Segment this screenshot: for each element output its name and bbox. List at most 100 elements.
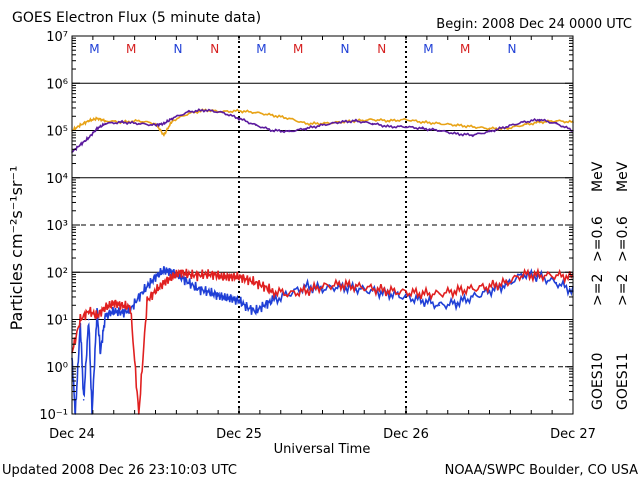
data-point — [221, 296, 224, 298]
data-point — [154, 124, 157, 126]
data-point — [82, 398, 85, 401]
data-point — [288, 117, 290, 120]
data-point — [171, 117, 173, 120]
data-point — [455, 124, 457, 126]
data-point — [555, 122, 558, 125]
y-tick-label: 10⁰ — [46, 361, 68, 376]
data-point — [196, 274, 199, 277]
data-point — [188, 273, 190, 276]
data-point — [188, 112, 190, 115]
data-point — [371, 287, 374, 290]
data-point — [405, 125, 407, 128]
data-point — [154, 276, 157, 278]
data-point — [288, 292, 290, 295]
gridlines — [72, 36, 573, 414]
y-tick-label: 10³ — [46, 219, 68, 234]
data-point — [121, 121, 123, 123]
legend-goes10-2mev: >=2 — [590, 274, 606, 306]
noon-midnight-marker: N — [210, 42, 219, 56]
data-point — [555, 281, 558, 284]
data-point — [246, 278, 249, 281]
chart-title: GOES Electron Flux (5 minute data) — [12, 10, 261, 26]
legend-goes11-06mev: >=0.6 — [615, 216, 631, 262]
data-point — [254, 281, 257, 284]
data-point — [288, 130, 290, 133]
noon-midnight-marker: N — [340, 42, 349, 56]
data-point — [99, 351, 102, 354]
data-point — [405, 296, 407, 298]
data-point — [146, 299, 148, 302]
plot-frame — [71, 35, 574, 415]
data-point — [213, 273, 215, 276]
data-point — [355, 120, 357, 122]
legend-goes10-label: GOES10 — [590, 353, 606, 410]
data-point — [355, 285, 357, 288]
data-point — [538, 274, 541, 277]
data-point — [263, 285, 265, 288]
data-point — [488, 127, 491, 130]
data-point — [271, 114, 274, 117]
y-tick-label: 10⁻¹ — [39, 408, 68, 423]
data-point — [421, 292, 424, 295]
data-point — [538, 118, 541, 121]
data-point — [87, 120, 90, 122]
legend-goes11-unit: MeV — [615, 161, 631, 192]
data-point — [405, 291, 407, 293]
y-tick-label: 10⁴ — [46, 172, 68, 187]
data-point — [238, 276, 240, 278]
noon-midnight-marker: N — [377, 42, 386, 56]
data-point — [505, 281, 508, 284]
data-point — [112, 302, 115, 305]
data-point — [87, 137, 90, 139]
data-point — [488, 285, 491, 288]
x-axis-title: Universal Time — [274, 442, 371, 457]
noon-midnight-marker: M — [460, 42, 470, 56]
data-point — [388, 125, 391, 128]
begin-date-label: Begin: 2008 Dec 24 0000 UTC — [436, 17, 632, 32]
data-point — [104, 306, 107, 309]
data-point — [121, 304, 123, 307]
data-point — [171, 276, 173, 278]
source-credit: NOAA/SWPC Boulder, CO USA — [445, 463, 638, 478]
y-tick-label: 10² — [46, 266, 68, 281]
data-point — [271, 299, 274, 302]
data-point — [146, 285, 148, 288]
legend-goes10-06mev: >=0.6 — [590, 216, 606, 262]
data-point — [388, 290, 391, 292]
legend-goes11-2mev: >=2 — [615, 274, 631, 306]
data-point — [338, 283, 341, 286]
data-point — [138, 120, 140, 122]
data-point — [438, 292, 441, 295]
data-point — [305, 127, 307, 130]
y-tick-label: 10⁷ — [46, 30, 68, 45]
data-point — [455, 133, 457, 135]
data-point — [188, 281, 190, 284]
data-point — [79, 124, 82, 126]
data-point — [263, 304, 265, 307]
data-point — [163, 269, 165, 272]
data-point — [472, 296, 474, 298]
data-point — [254, 310, 257, 312]
series-line — [71, 267, 574, 414]
data-point — [421, 127, 424, 130]
data-point — [188, 110, 190, 113]
data-point — [488, 130, 491, 133]
data-point — [154, 290, 157, 292]
data-point — [321, 124, 324, 126]
noon-midnight-marker: M — [423, 42, 433, 56]
data-point — [246, 306, 249, 309]
data-point — [204, 273, 207, 276]
data-point — [138, 122, 140, 125]
data-point — [522, 121, 524, 123]
data-point — [505, 283, 508, 286]
y-tick-label: 10⁵ — [46, 125, 68, 140]
data-point — [204, 290, 207, 292]
data-point — [238, 110, 240, 112]
data-point — [321, 285, 324, 288]
data-point — [163, 281, 165, 284]
data-point — [87, 310, 90, 312]
data-point — [213, 292, 215, 295]
legend-goes11-label: GOES11 — [615, 353, 631, 410]
data-point — [121, 311, 123, 314]
